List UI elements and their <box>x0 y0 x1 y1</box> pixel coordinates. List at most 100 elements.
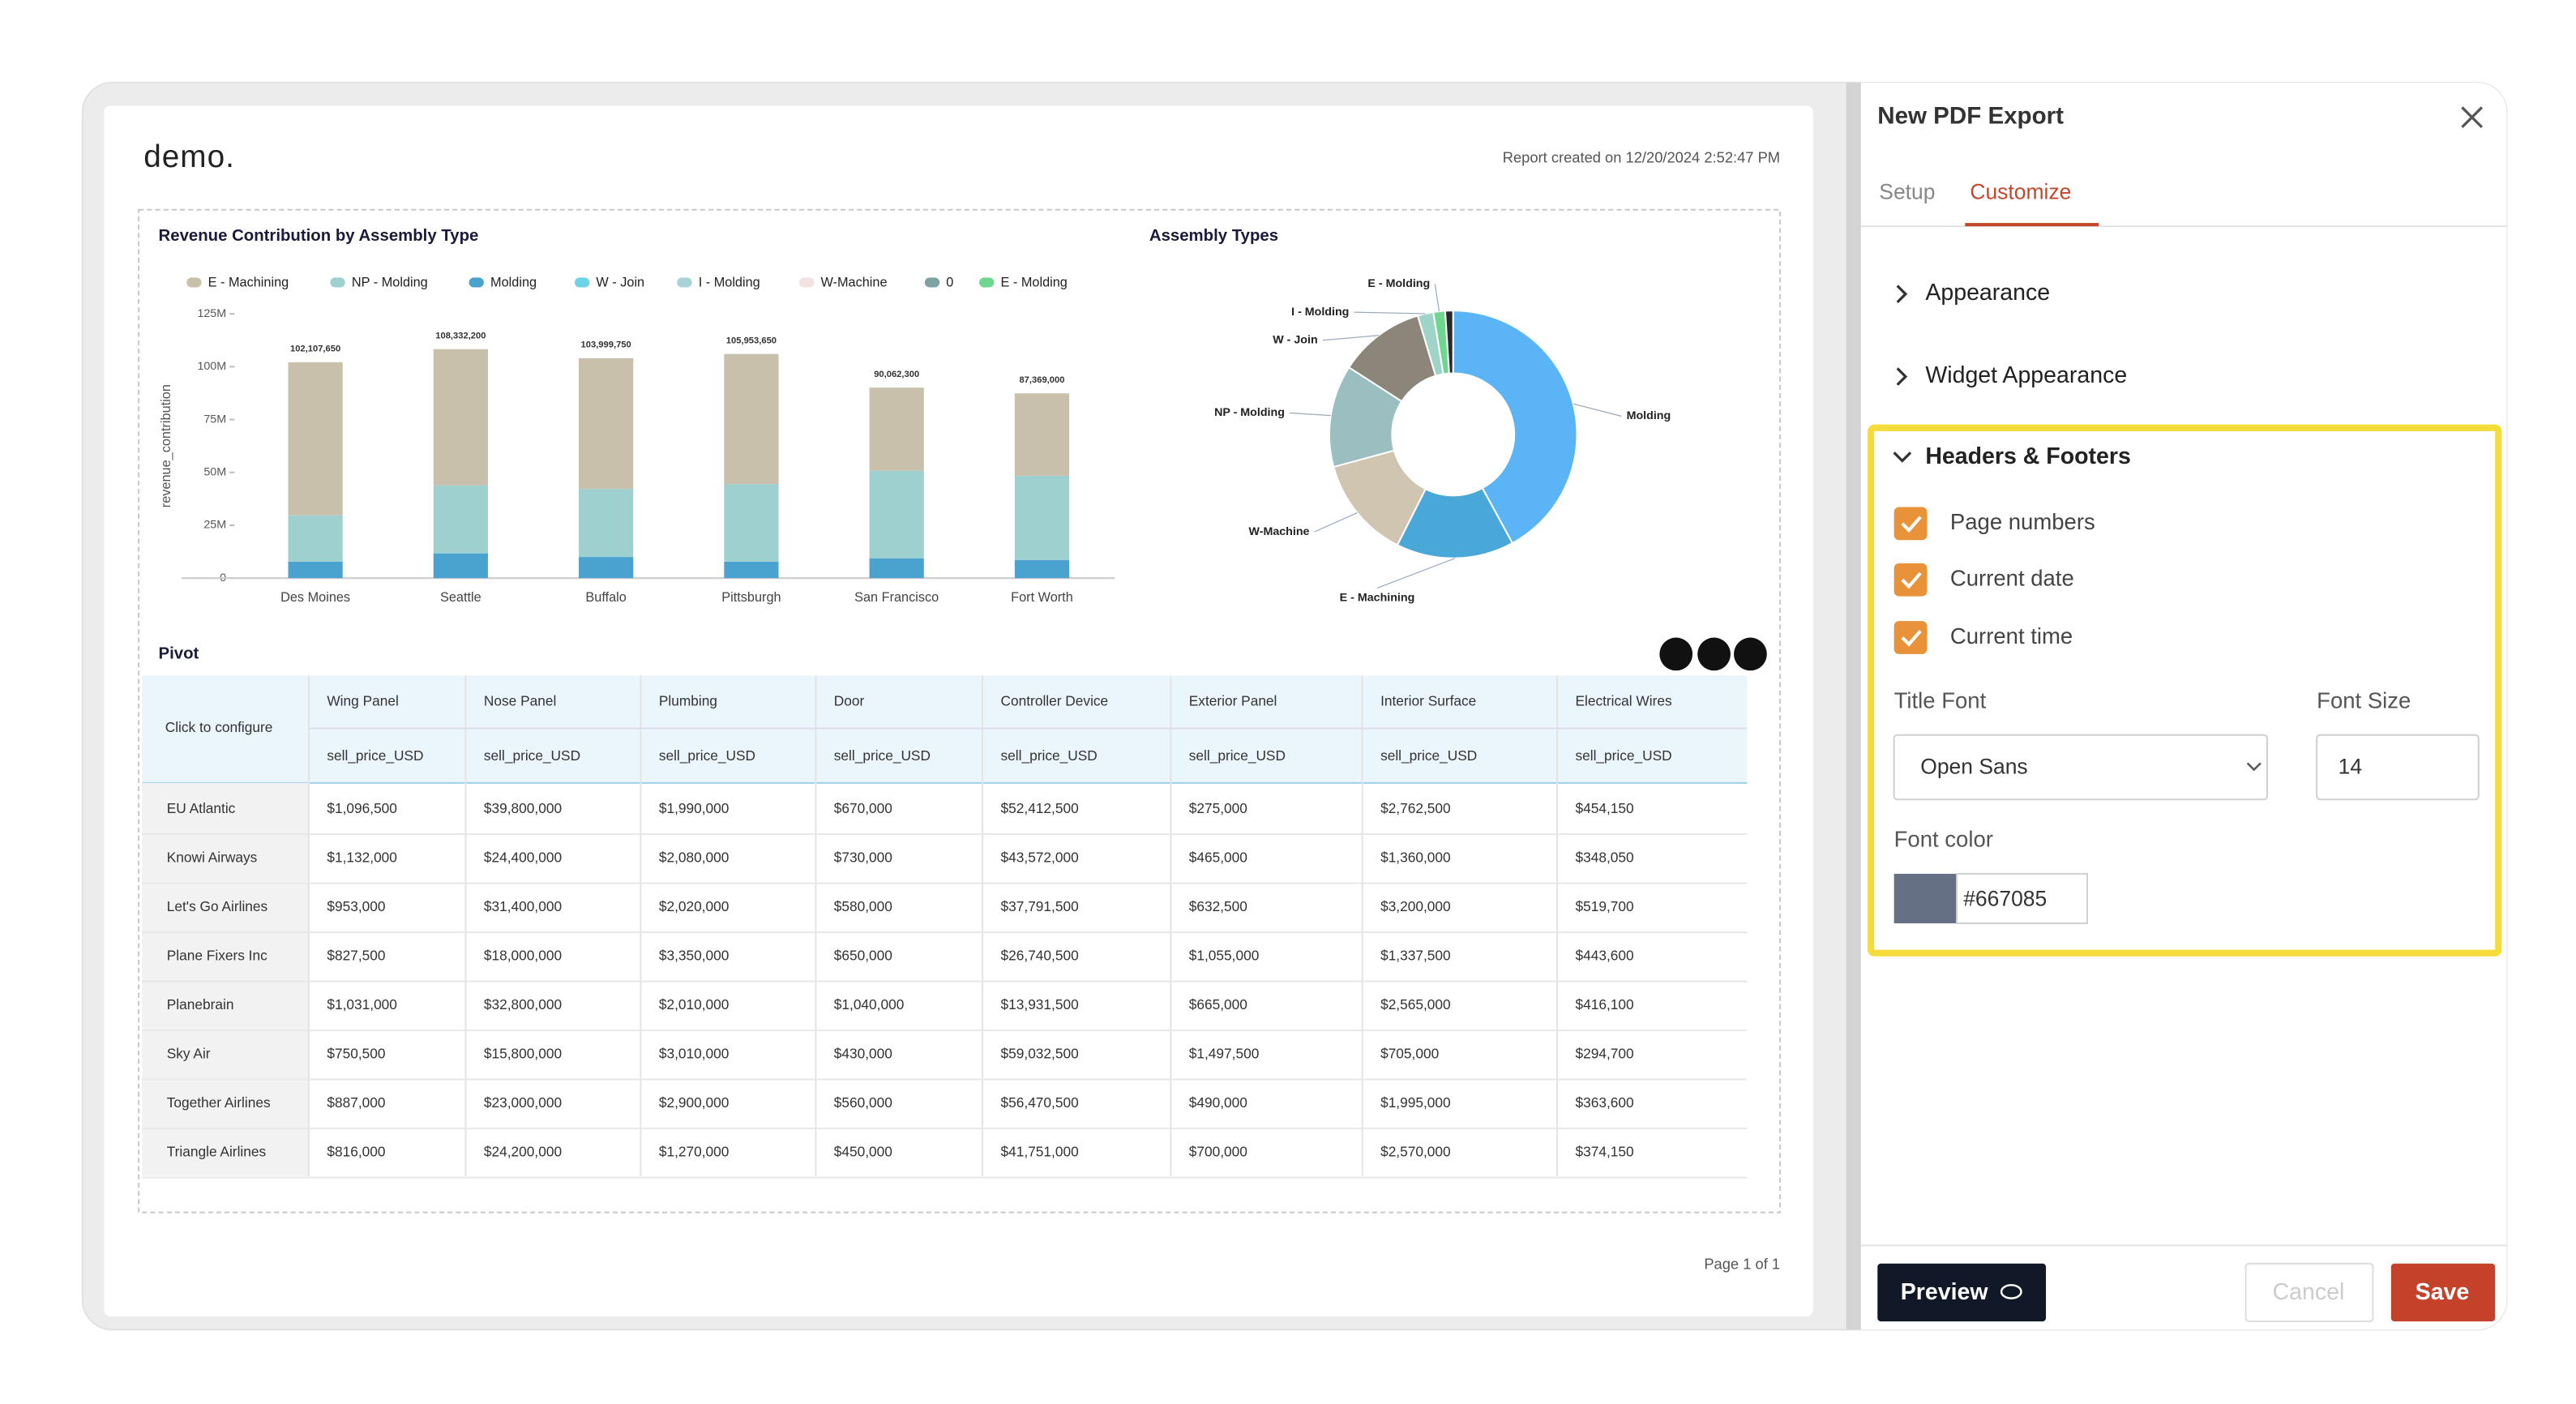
cell: $1,096,500 <box>327 800 397 816</box>
select-arrow <box>2246 762 2261 772</box>
checkmark <box>1901 630 1922 647</box>
total-label: 103,999,750 <box>581 340 631 350</box>
cell: $465,000 <box>1189 850 1247 866</box>
preview-button[interactable] <box>1877 1263 2047 1322</box>
cell: $705,000 <box>1380 1046 1439 1062</box>
chart-title: Assembly Types <box>1149 227 1278 245</box>
bar-segment <box>869 470 924 559</box>
checkbox[interactable] <box>1893 563 1928 597</box>
chart-title: Revenue Contribution by Assembly Type <box>159 227 479 245</box>
font-select[interactable] <box>1893 734 2269 801</box>
color-input[interactable] <box>1956 872 2089 925</box>
slice-label: E - Molding <box>1367 277 1430 290</box>
slice-label: E - Machining <box>1340 591 1415 604</box>
legend-swatch <box>574 277 590 288</box>
bar-segment <box>433 349 488 486</box>
size-input[interactable] <box>2316 734 2480 801</box>
tab[interactable]: Setup <box>1879 179 1935 203</box>
measure-header: sell_price_USD <box>834 747 931 764</box>
cancel-button[interactable] <box>2244 1262 2374 1323</box>
legend-swatch <box>330 277 345 288</box>
cell: $670,000 <box>834 800 892 816</box>
total-label: 108,332,200 <box>435 331 486 340</box>
checkbox[interactable] <box>1893 621 1928 654</box>
cell: $13,931,500 <box>1001 996 1079 1012</box>
total-label: 90,062,300 <box>874 370 919 379</box>
header-bg <box>142 675 1748 783</box>
measure-header: sell_price_USD <box>1001 747 1098 764</box>
cell: $816,000 <box>327 1144 385 1160</box>
cell: $2,565,000 <box>1380 996 1451 1012</box>
export-icon[interactable] <box>1659 637 1693 671</box>
column-header: Plumbing <box>659 693 717 709</box>
legend-label: W - Join <box>596 276 644 290</box>
slice-label: I - Molding <box>1291 306 1349 319</box>
cell: $1,055,000 <box>1189 948 1260 964</box>
cell: $2,080,000 <box>659 850 730 866</box>
checkbox[interactable] <box>1893 507 1928 541</box>
cell: $430,000 <box>834 1046 892 1062</box>
divider <box>1846 82 1861 1330</box>
x-tick-label: Seattle <box>440 590 481 605</box>
leader-line <box>1354 311 1426 315</box>
cell: $2,010,000 <box>659 996 730 1012</box>
cell: $1,132,000 <box>327 850 397 866</box>
button-label: Cancel <box>2273 1279 2345 1305</box>
color-swatch[interactable] <box>1893 873 1958 924</box>
y-tick-label: 75M <box>203 413 226 426</box>
checkbox-label: Page numbers <box>1950 509 2095 534</box>
button-label: Save <box>2416 1279 2470 1305</box>
slice-label: Molding <box>1627 409 1671 422</box>
cell: $750,500 <box>327 1046 385 1062</box>
section-header[interactable]: Appearance <box>1925 280 2050 306</box>
section-header[interactable]: Headers & Footers <box>1925 443 2131 469</box>
bar-segment <box>724 484 779 562</box>
column-header: Exterior Panel <box>1189 693 1277 709</box>
cell: $560,000 <box>834 1094 892 1111</box>
field-label: Font color <box>1894 826 1993 851</box>
measure-header: sell_price_USD <box>484 747 580 764</box>
section-header[interactable]: Widget Appearance <box>1925 362 2127 388</box>
cell: $443,600 <box>1575 948 1633 964</box>
measure-header: sell_price_USD <box>1189 747 1286 764</box>
created-stamp: Report created on 12/20/2024 2:52:47 PM <box>1503 148 1780 165</box>
cell: $23,000,000 <box>484 1094 562 1111</box>
cell: $2,900,000 <box>659 1094 730 1111</box>
input-value: 14 <box>2339 755 2362 779</box>
delete-icon[interactable] <box>1734 637 1767 671</box>
leader-line <box>1434 284 1440 312</box>
pie-slice <box>1452 310 1578 545</box>
legend-label: Molding <box>490 276 537 290</box>
cell: $39,800,000 <box>484 800 562 816</box>
row-label: Planebrain <box>167 996 234 1012</box>
cell: $374,150 <box>1575 1144 1633 1160</box>
row-label: Triangle Airlines <box>167 1144 267 1160</box>
dashboard-frame <box>138 208 1782 1214</box>
cell: $56,470,500 <box>1001 1094 1079 1111</box>
bar-segment <box>1014 559 1070 579</box>
cell: $43,572,000 <box>1001 850 1079 866</box>
legend-swatch <box>798 277 815 288</box>
y-tick-label: 125M <box>197 307 226 320</box>
settings-icon[interactable] <box>1697 637 1731 671</box>
cell: $32,800,000 <box>484 996 562 1012</box>
chevron <box>1893 452 1912 463</box>
legend-swatch <box>469 277 484 288</box>
x-tick-label: Fort Worth <box>1011 590 1073 605</box>
slice-label: W - Join <box>1273 334 1317 347</box>
y-axis-label: revenue_contribution <box>159 384 173 507</box>
cell: $1,337,500 <box>1380 948 1451 964</box>
x-tick-label: Des Moines <box>280 590 350 605</box>
bar-segment <box>869 387 924 471</box>
corner-cell[interactable]: Click to configure <box>165 719 273 735</box>
save-button[interactable] <box>2390 1263 2496 1322</box>
total-label: 87,369,000 <box>1019 375 1064 385</box>
close-button[interactable] <box>2461 106 2484 129</box>
side-panel <box>1860 82 2507 1330</box>
field-label: Title Font <box>1894 687 1987 713</box>
widget-icons <box>1659 637 1767 671</box>
leader-line <box>1322 335 1379 341</box>
legend-label: E - Machining <box>208 276 289 290</box>
tab-active[interactable]: Customize <box>1970 179 2071 203</box>
